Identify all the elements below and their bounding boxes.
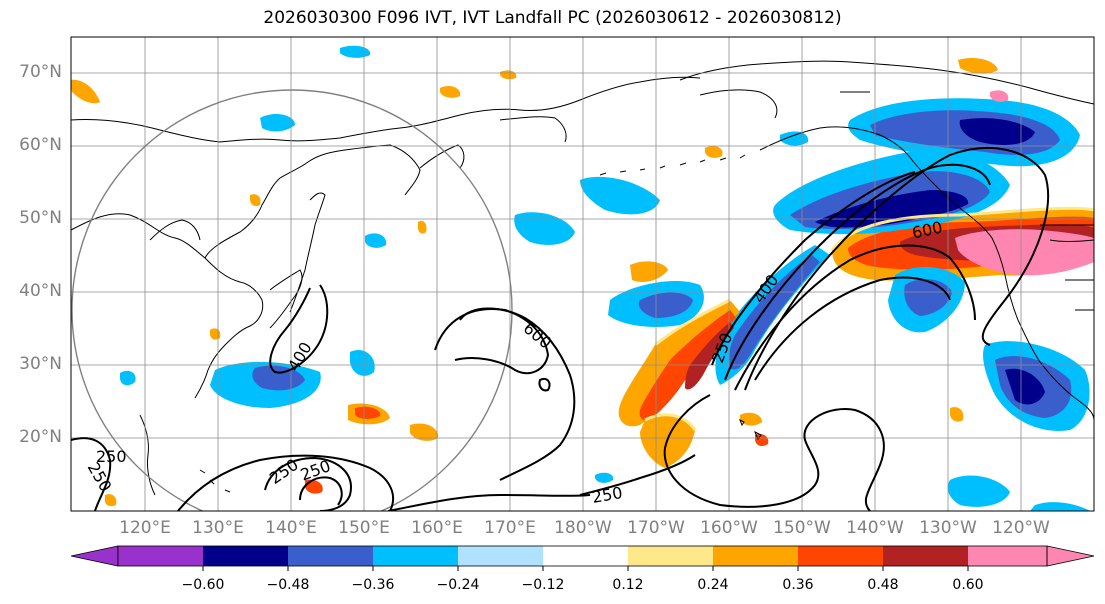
colorbar-segment bbox=[373, 546, 458, 566]
colorbar-tick-label: 0.24 bbox=[697, 577, 729, 593]
lon-label-120w: 120°W bbox=[992, 518, 1050, 538]
lon-label-140e: 140°E bbox=[265, 518, 317, 538]
colorbar-segment bbox=[628, 546, 713, 566]
coastlines bbox=[71, 60, 1094, 496]
lon-label-160e: 160°E bbox=[411, 518, 463, 538]
colorbar-segment bbox=[798, 546, 883, 566]
lon-label-150e: 150°E bbox=[338, 518, 390, 538]
graticule bbox=[71, 37, 1094, 511]
lat-label-40n: 40°N bbox=[19, 281, 62, 301]
map-frame bbox=[70, 36, 1095, 512]
lat-label-30n: 30°N bbox=[19, 354, 62, 374]
lat-label-20n: 20°N bbox=[19, 427, 62, 447]
lon-label-160w: 160°W bbox=[700, 518, 758, 538]
contour-label: 250 bbox=[96, 447, 127, 466]
colorbar-tick-label: −0.12 bbox=[521, 577, 565, 593]
colorbar-tick-label: −0.24 bbox=[436, 577, 480, 593]
lon-label-120e: 120°E bbox=[119, 518, 171, 538]
colorbar-segment bbox=[288, 546, 373, 566]
lon-label-130w: 130°W bbox=[919, 518, 977, 538]
colorbar bbox=[70, 545, 1095, 571]
lon-label-150w: 150°W bbox=[773, 518, 831, 538]
colorbar-extend-high bbox=[1046, 545, 1095, 567]
colorbar-segment bbox=[968, 546, 1047, 566]
map-title: 2026030300 F096 IVT, IVT Landfall PC (20… bbox=[263, 8, 842, 28]
colorbar-segment bbox=[118, 546, 203, 566]
colorbar-segment bbox=[458, 546, 543, 566]
colorbar-tick-label: 0.12 bbox=[612, 577, 644, 593]
colorbar-segment bbox=[883, 546, 968, 566]
lat-label-60n: 60°N bbox=[19, 135, 62, 155]
colorbar-segment bbox=[203, 546, 288, 566]
lat-label-50n: 50°N bbox=[19, 208, 62, 228]
colorbar-segment bbox=[543, 546, 628, 566]
reference-circle bbox=[71, 89, 513, 511]
colorbar-tick-label: −0.60 bbox=[181, 577, 225, 593]
map-panel: 250 250 250 250 250 400 600 400 250 600 bbox=[71, 37, 1094, 511]
colorbar-tick-label: −0.48 bbox=[266, 577, 310, 593]
colorbar-tick-label: 0.36 bbox=[782, 577, 814, 593]
colorbar-tick-label: 0.60 bbox=[952, 577, 984, 593]
lon-label-180w: 180°W bbox=[554, 518, 612, 538]
colorbar-extend-low bbox=[70, 545, 119, 567]
colorbar-tick-label: −0.36 bbox=[351, 577, 395, 593]
ivt-contours bbox=[71, 147, 1049, 511]
colorbar-tick-label: 0.48 bbox=[867, 577, 899, 593]
weak-positive-halo bbox=[644, 206, 1094, 431]
lon-label-130e: 130°E bbox=[192, 518, 244, 538]
lat-label-70n: 70°N bbox=[19, 62, 62, 82]
lon-label-140w: 140°W bbox=[846, 518, 904, 538]
lon-label-170e: 170°E bbox=[484, 518, 536, 538]
colorbar-segment bbox=[713, 546, 798, 566]
lon-label-170w: 170°W bbox=[627, 518, 685, 538]
